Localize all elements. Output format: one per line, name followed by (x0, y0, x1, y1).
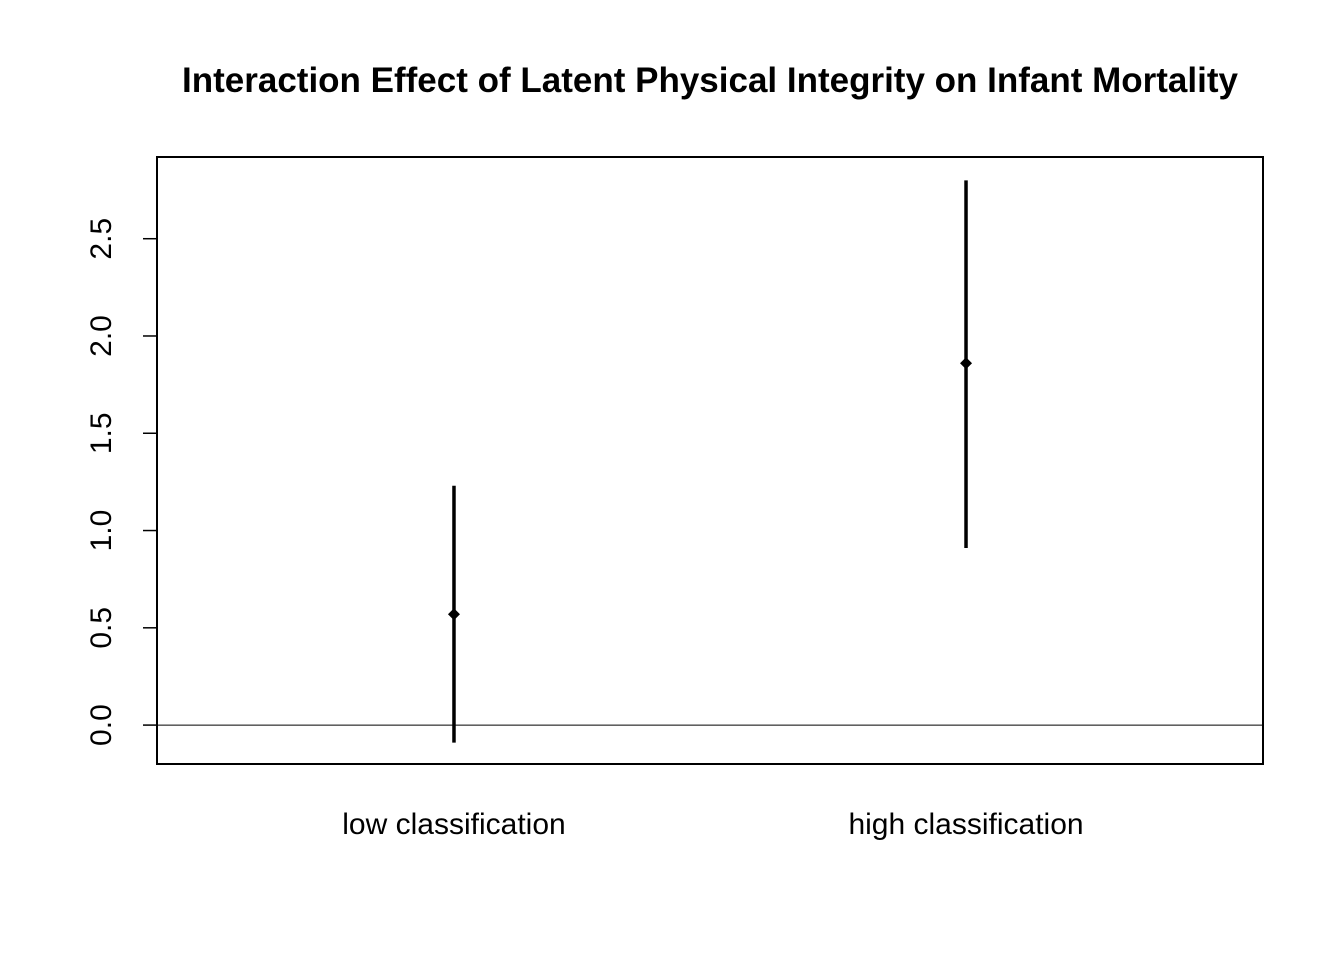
y-tick-label: 2.0 (85, 315, 118, 357)
y-tick-label: 1.0 (85, 510, 118, 552)
x-axis-labels: low classification high classification (342, 808, 1083, 841)
estimate-point (960, 357, 973, 370)
y-axis: 0.0 0.5 1.0 1.5 2.0 2.5 (85, 218, 158, 746)
y-tick-label: 0.5 (85, 607, 118, 649)
estimate-point (447, 608, 460, 621)
data-marks (447, 180, 973, 743)
x-category-label: low classification (342, 808, 565, 841)
plot-frame (156, 156, 1264, 765)
y-tick-label: 0.0 (85, 704, 118, 746)
y-tick-label: 1.5 (85, 412, 118, 454)
y-tick-label: 2.5 (85, 218, 118, 260)
chart-title: Interaction Effect of Latent Physical In… (182, 61, 1238, 100)
x-category-label: high classification (848, 808, 1083, 841)
